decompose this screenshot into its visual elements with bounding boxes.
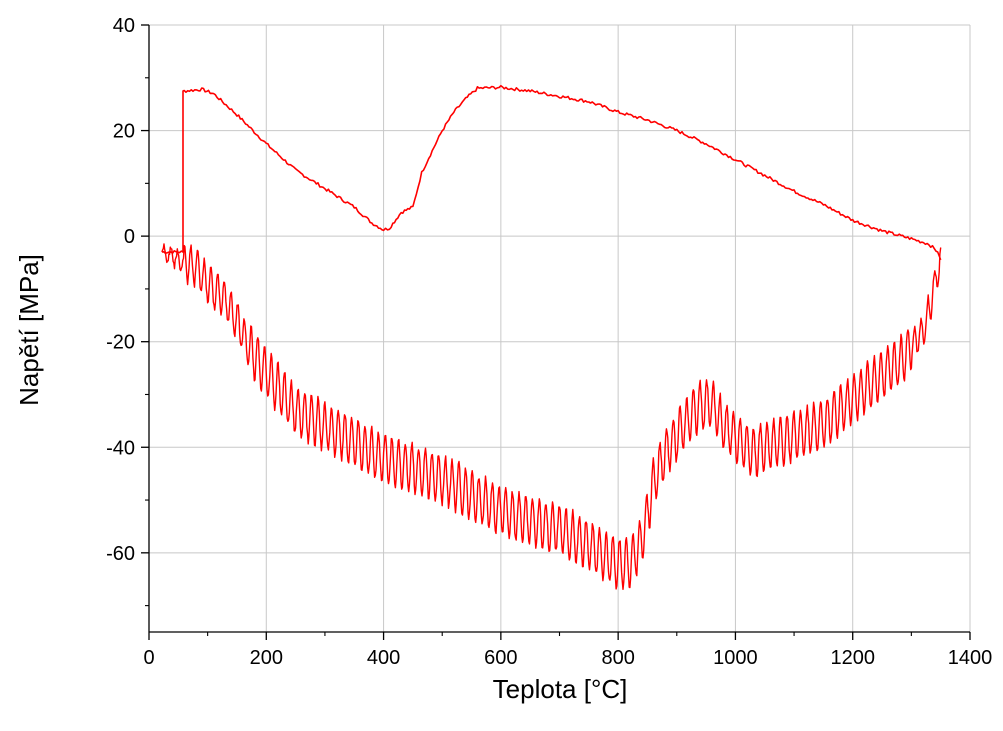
- x-tick-label: 800: [601, 647, 634, 669]
- x-axis-title: Teplota [°C]: [493, 674, 628, 704]
- series-layer: [161, 84, 942, 590]
- series-line-upper: [161, 84, 942, 261]
- series-line-lower: [161, 243, 942, 590]
- y-tick-label: 0: [124, 226, 135, 248]
- x-tick-label: 600: [484, 647, 517, 669]
- y-axis-title: Napětí [MPa]: [14, 254, 44, 406]
- x-tick-label: 200: [250, 647, 283, 669]
- grid-lines: [149, 24, 971, 632]
- y-tick-label: 40: [113, 15, 135, 37]
- x-tick-label: 1000: [713, 647, 758, 669]
- x-tick-label: 400: [367, 647, 400, 669]
- axes-layer: [141, 24, 971, 640]
- y-tick-label: -40: [106, 437, 135, 459]
- y-tick-label: -60: [106, 543, 135, 565]
- x-tick-label: 1200: [830, 647, 875, 669]
- x-tick-label: 0: [143, 647, 154, 669]
- y-tick-label: -20: [106, 332, 135, 354]
- x-tick-label: 1400: [948, 647, 993, 669]
- y-tick-label: 20: [113, 121, 135, 143]
- tick-labels: 0 200 400 600 800 1000 1200 1400 -60 -40 -20 0 20 40: [106, 15, 992, 669]
